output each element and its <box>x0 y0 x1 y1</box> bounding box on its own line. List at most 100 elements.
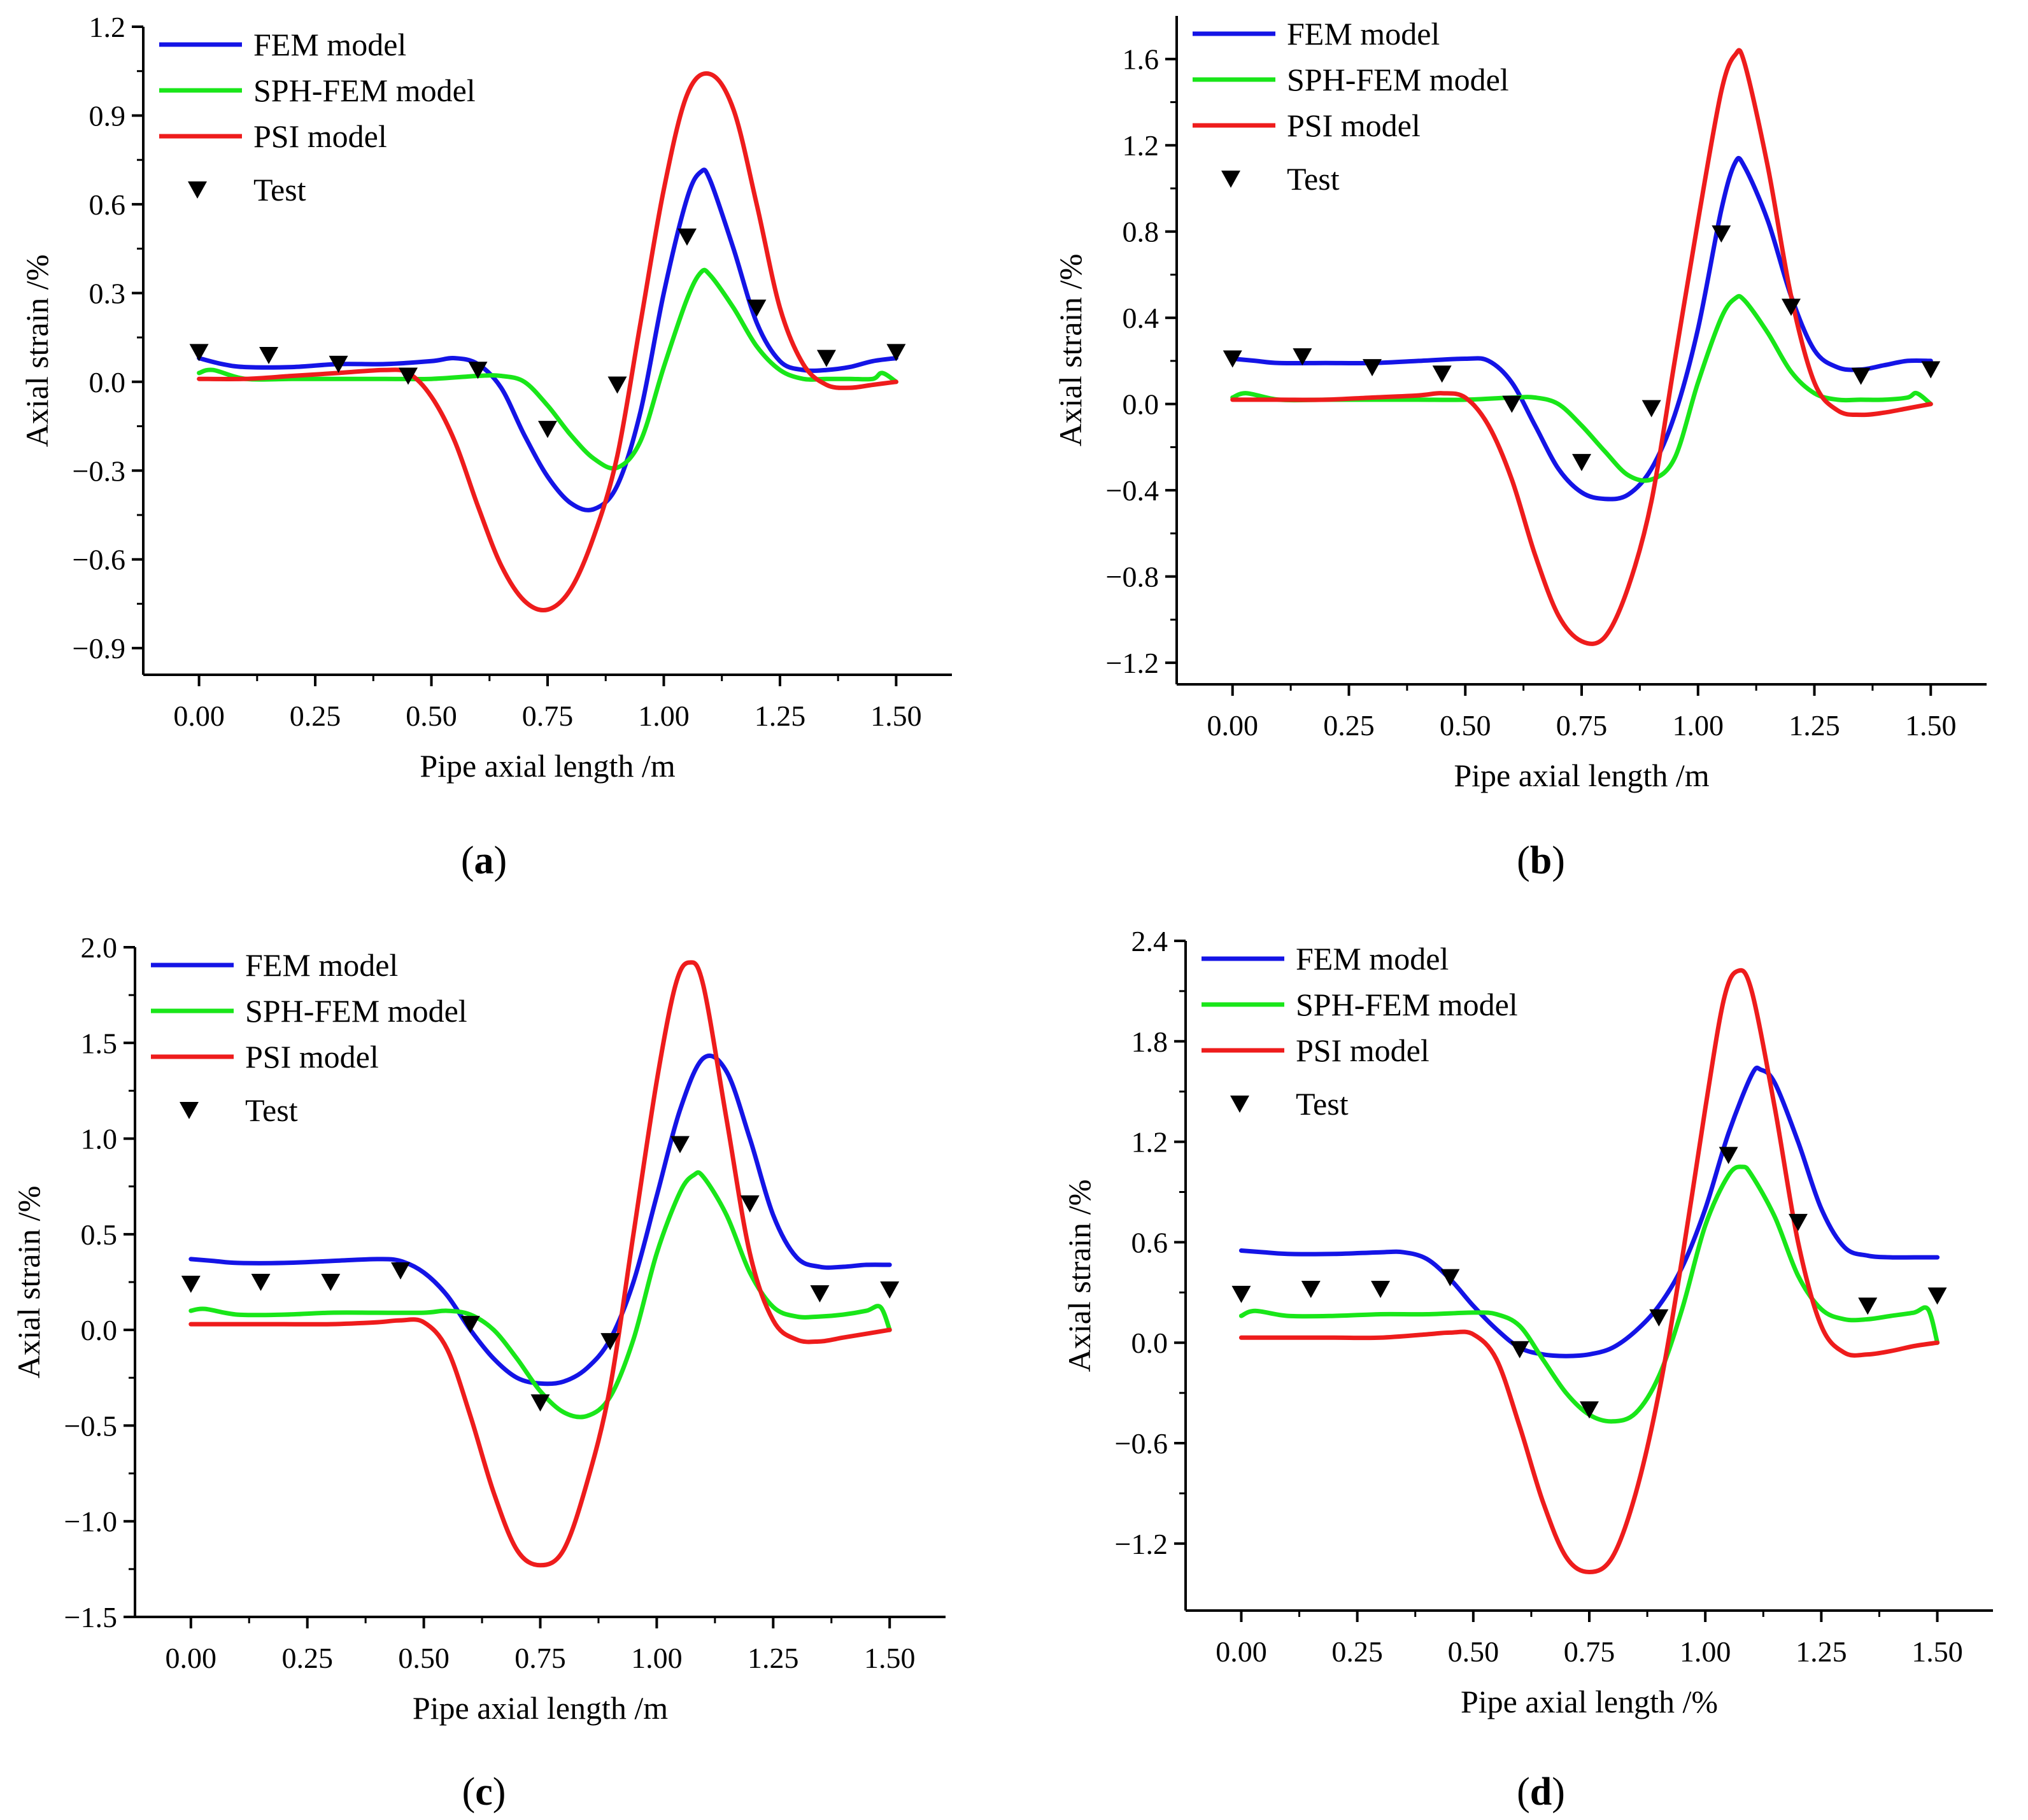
x-tick-label: 0.25 <box>1323 709 1375 742</box>
legend-entry-label: Test <box>253 172 306 208</box>
y-tick-label: −0.8 <box>1106 561 1159 593</box>
x-tick-label: 0.25 <box>290 700 341 732</box>
x-tick-label: 1.25 <box>1796 1635 1847 1668</box>
y-tick-label: 1.5 <box>81 1027 118 1059</box>
test-data-point <box>1921 361 1941 379</box>
x-tick-label: 1.00 <box>1673 709 1724 742</box>
legend-entry-label: SPH-FEM model <box>253 73 476 108</box>
x-tick-label: 1.25 <box>1789 709 1840 742</box>
y-tick-label: 1.6 <box>1123 43 1159 76</box>
legend-swatch-marker <box>188 181 207 199</box>
test-data-point <box>677 229 697 246</box>
test-data-point <box>321 1274 341 1291</box>
legend-entry-label: PSI model <box>253 118 387 154</box>
legend-swatch-marker <box>1221 171 1240 188</box>
y-tick-label: −0.6 <box>73 544 125 576</box>
y-tick-label: 0.3 <box>89 277 126 309</box>
y-tick-label: −1.0 <box>64 1506 117 1538</box>
test-data-point <box>1231 1285 1251 1303</box>
x-tick-label: 1.25 <box>748 1642 799 1674</box>
legend-entry-label: FEM model <box>1287 16 1440 52</box>
y-tick-label: −1.2 <box>1115 1528 1168 1560</box>
test-data-point <box>1301 1281 1321 1299</box>
x-tick-label: 0.75 <box>514 1642 566 1674</box>
chart-panel-d: 0.00 0.25 0.50 0.75 1.00 1.25 1.50 −1.2 −0.6 0.0 0… <box>1061 925 1993 1814</box>
panel-caption: (b) <box>1517 839 1565 882</box>
series-line-psi-model <box>188 960 892 1568</box>
test-data-point <box>538 421 557 439</box>
test-data-point <box>1788 1213 1808 1231</box>
y-tick-label: 1.2 <box>89 11 126 43</box>
x-tick-label: 0.00 <box>1207 709 1258 742</box>
legend-entry-label: Test <box>1296 1086 1349 1122</box>
test-data-point <box>1858 1297 1878 1315</box>
panel-caption-letter: a <box>474 839 494 882</box>
x-axis-title: Pipe axial length /m <box>1454 758 1709 793</box>
x-tick-label: 0.00 <box>1216 1635 1267 1668</box>
test-data-point <box>530 1394 550 1412</box>
series-line-fem-model <box>188 1053 892 1386</box>
x-tick-label: 0.00 <box>166 1642 217 1674</box>
x-tick-label: 0.25 <box>1331 1635 1383 1668</box>
y-tick-label: −0.3 <box>73 455 125 487</box>
x-tick-label: 0.50 <box>1440 709 1491 742</box>
test-data-point <box>391 1262 411 1280</box>
x-tick-label: 0.00 <box>173 700 225 732</box>
y-tick-label: 0.0 <box>1131 1327 1168 1359</box>
x-axis-title: Pipe axial length /m <box>420 748 675 784</box>
y-tick-label: 0.4 <box>1123 302 1159 334</box>
legend-entry-label: FEM model <box>245 947 398 983</box>
y-tick-label: 0.9 <box>89 99 126 132</box>
series-line-sph-fem-model <box>1230 293 1933 483</box>
legend-entry-label: PSI model <box>1287 108 1421 143</box>
legend-entry-label: Test <box>1287 161 1340 197</box>
series-line-fem-model <box>1230 155 1933 502</box>
y-tick-label: 1.0 <box>81 1123 118 1155</box>
test-data-point <box>259 346 279 364</box>
x-tick-label: 1.50 <box>1905 709 1957 742</box>
test-data-point <box>1223 350 1242 368</box>
y-axis-title: Axial strain /% <box>1061 1180 1097 1372</box>
test-data-point <box>1927 1287 1947 1305</box>
y-tick-label: −0.4 <box>1106 474 1159 507</box>
y-tick-label: 1.2 <box>1131 1126 1168 1159</box>
test-data-point <box>1510 1341 1529 1358</box>
chart-panel-a: 0.00 0.25 0.50 0.75 1.00 1.25 1.50 −0.9 −0.6 −0.3… <box>19 11 952 882</box>
series-line-fem-model <box>197 167 898 512</box>
y-tick-label: −0.5 <box>64 1409 117 1442</box>
x-axis-title: Pipe axial length /% <box>1461 1684 1718 1719</box>
legend-entry-label: FEM model <box>1296 941 1449 977</box>
y-axis-title: Axial strain /% <box>19 255 55 448</box>
y-tick-label: 0.6 <box>1131 1226 1168 1259</box>
y-axis-title: Axial strain /% <box>11 1186 46 1379</box>
series-line-psi-model <box>1238 968 1940 1574</box>
test-data-point <box>1781 299 1801 316</box>
series-line-sph-fem-model <box>188 1170 892 1420</box>
y-tick-label: −1.2 <box>1106 647 1159 679</box>
test-data-point <box>460 1316 480 1334</box>
test-data-point <box>810 1285 830 1303</box>
legend-entry-label: SPH-FEM model <box>1296 987 1518 1022</box>
legend-swatch-marker <box>1230 1096 1249 1113</box>
x-tick-label: 1.25 <box>755 700 806 732</box>
panel-caption: (a) <box>461 839 507 882</box>
y-tick-label: 2.4 <box>1131 925 1168 957</box>
test-data-point <box>1502 395 1522 413</box>
x-tick-label: 0.50 <box>406 700 457 732</box>
test-data-point <box>600 1333 620 1351</box>
x-tick-label: 0.25 <box>281 1642 333 1674</box>
series-line-psi-model <box>1230 48 1933 646</box>
x-tick-label: 1.00 <box>638 700 690 732</box>
y-tick-label: −0.9 <box>73 632 125 665</box>
test-data-point <box>1363 359 1382 377</box>
legend-entry-label: SPH-FEM model <box>1287 62 1509 97</box>
test-data-point <box>1432 365 1452 383</box>
test-data-point <box>251 1274 271 1291</box>
x-tick-label: 1.50 <box>870 700 922 732</box>
test-data-point <box>670 1136 690 1153</box>
test-data-point <box>1440 1269 1460 1287</box>
test-data-point <box>1580 1401 1599 1419</box>
x-tick-label: 0.50 <box>1448 1635 1500 1668</box>
